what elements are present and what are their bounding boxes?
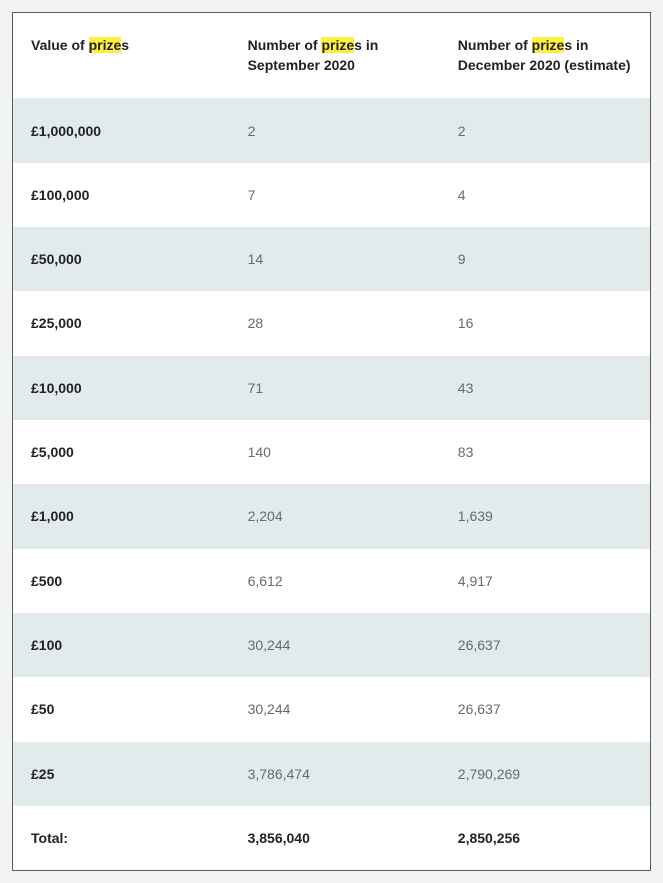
sep-count-cell: 71 (230, 356, 440, 420)
dec-count-cell: 4,917 (440, 549, 650, 613)
table-row: £100 30,244 26,637 (13, 613, 650, 677)
prize-value-cell: £5,000 (13, 420, 230, 484)
table-header-row: Value of prizes Number of prizes in Sept… (13, 13, 650, 98)
dec-count-cell: 26,637 (440, 677, 650, 741)
prize-value-cell: £10,000 (13, 356, 230, 420)
prize-value-cell: £50 (13, 677, 230, 741)
sep-count-cell: 7 (230, 163, 440, 227)
dec-count-cell: 83 (440, 420, 650, 484)
sep-count-cell: 30,244 (230, 677, 440, 741)
table-row: £100,000 7 4 (13, 163, 650, 227)
table-row: £1,000 2,204 1,639 (13, 484, 650, 548)
sep-count-cell: 30,244 (230, 613, 440, 677)
sep-count-cell: 2,204 (230, 484, 440, 548)
sep-count-cell: 2 (230, 98, 440, 163)
prize-value-cell: £1,000 (13, 484, 230, 548)
total-label-cell: Total: (13, 806, 230, 870)
table-row: £25 3,786,474 2,790,269 (13, 742, 650, 806)
prizes-table-container: Value of prizes Number of prizes in Sept… (12, 12, 651, 871)
sep-count-cell: 6,612 (230, 549, 440, 613)
prizes-table: Value of prizes Number of prizes in Sept… (13, 13, 650, 870)
dec-count-cell: 2 (440, 98, 650, 163)
prize-value-cell: £500 (13, 549, 230, 613)
dec-count-cell: 43 (440, 356, 650, 420)
sep-count-cell: 140 (230, 420, 440, 484)
table-row: £25,000 28 16 (13, 291, 650, 355)
table-row: £500 6,612 4,917 (13, 549, 650, 613)
table-row: £1,000,000 2 2 (13, 98, 650, 163)
dec-count-cell: 1,639 (440, 484, 650, 548)
total-sep-cell: 3,856,040 (230, 806, 440, 870)
col-header-value: Value of prizes (13, 13, 230, 98)
dec-count-cell: 26,637 (440, 613, 650, 677)
sep-count-cell: 3,786,474 (230, 742, 440, 806)
sep-count-cell: 14 (230, 227, 440, 291)
table-total-row: Total: 3,856,040 2,850,256 (13, 806, 650, 870)
sep-count-cell: 28 (230, 291, 440, 355)
table-row: £10,000 71 43 (13, 356, 650, 420)
dec-count-cell: 9 (440, 227, 650, 291)
table-row: £50,000 14 9 (13, 227, 650, 291)
prize-value-cell: £50,000 (13, 227, 230, 291)
table-body: £1,000,000 2 2 £100,000 7 4 £50,000 14 9… (13, 98, 650, 870)
col-header-september: Number of prizes in September 2020 (230, 13, 440, 98)
total-dec-cell: 2,850,256 (440, 806, 650, 870)
col-header-december: Number of prizes in December 2020 (estim… (440, 13, 650, 98)
table-row: £5,000 140 83 (13, 420, 650, 484)
prize-value-cell: £25 (13, 742, 230, 806)
prize-value-cell: £25,000 (13, 291, 230, 355)
dec-count-cell: 16 (440, 291, 650, 355)
dec-count-cell: 2,790,269 (440, 742, 650, 806)
prize-value-cell: £1,000,000 (13, 98, 230, 163)
prize-value-cell: £100,000 (13, 163, 230, 227)
dec-count-cell: 4 (440, 163, 650, 227)
prize-value-cell: £100 (13, 613, 230, 677)
table-row: £50 30,244 26,637 (13, 677, 650, 741)
